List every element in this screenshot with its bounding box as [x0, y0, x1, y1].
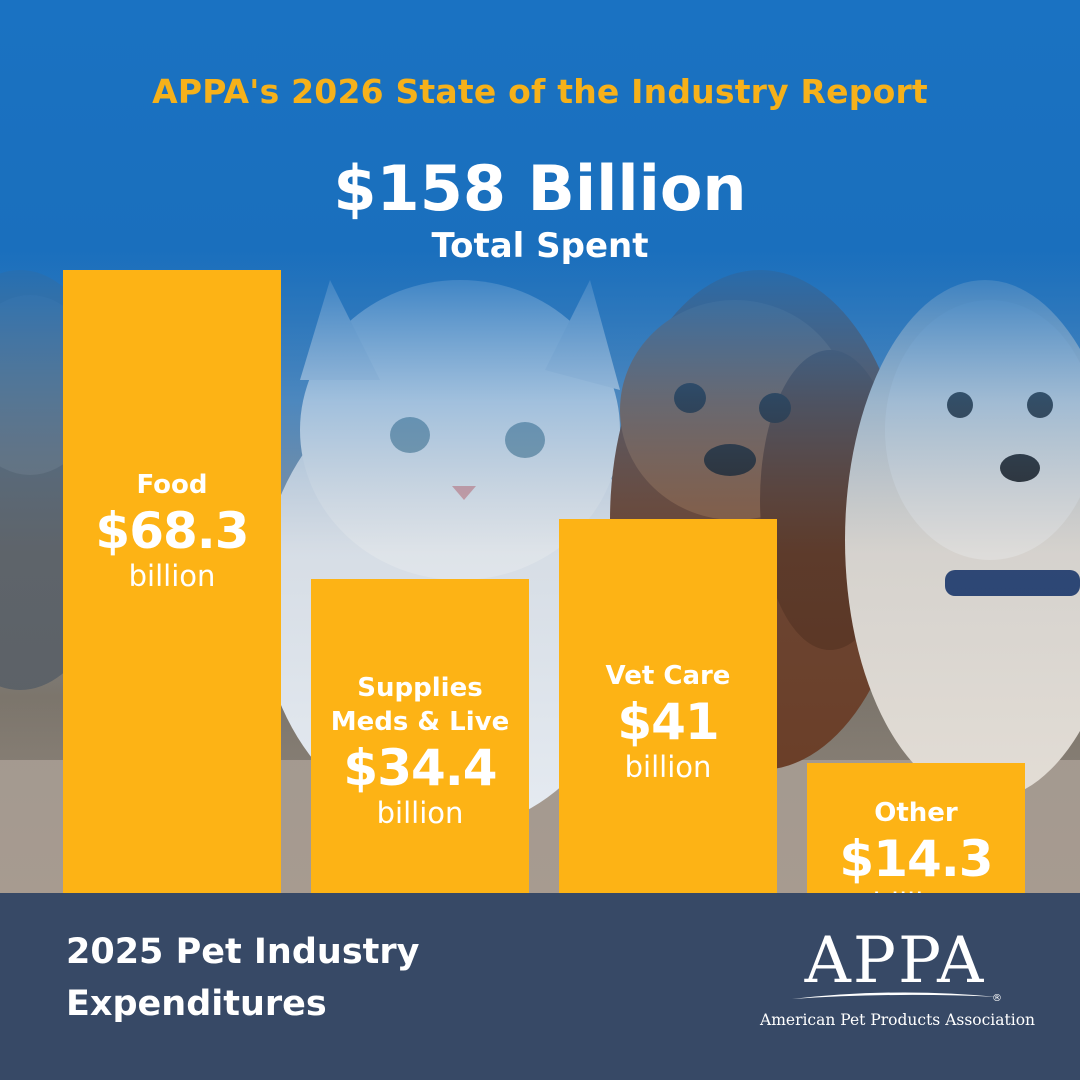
bar-unit-label: billion — [873, 888, 960, 893]
bar-value-label: $41 — [617, 693, 719, 751]
bar-category-label: Other — [874, 796, 958, 830]
appa-logo: APPA ® American Pet Products Association — [760, 921, 1040, 1061]
bar-value-label: $68.3 — [95, 502, 249, 560]
bar-supplies-meds-and-live: Supplies Meds & Live $34.4 billion — [311, 579, 529, 893]
total-label: Total Spent — [431, 226, 649, 266]
footer: 2025 Pet Industry Expenditures APPA ® Am… — [0, 893, 1080, 1080]
chart-title-line-2: Expenditures — [66, 984, 327, 1024]
bar-vet-care: Vet Care $41 billion — [559, 519, 777, 893]
bar-category-line: Food — [136, 470, 208, 500]
bar-unit-label: billion — [376, 796, 464, 830]
bar-value-label: $14.3 — [839, 830, 993, 888]
bar-category-line: Supplies — [357, 673, 483, 703]
bar-category-label: Supplies Meds & Live — [331, 671, 509, 739]
bar-category-line: Vet Care — [605, 661, 731, 691]
bar-category-label: Food — [136, 468, 207, 502]
chart-title: 2025 Pet Industry Expenditures — [66, 926, 506, 1030]
total-value: $158 Billion — [333, 152, 747, 225]
bar-category-line: Meds & Live — [330, 707, 510, 737]
chart-title-line-1: 2025 Pet Industry — [66, 932, 420, 972]
logo-subtitle: American Pet Products Association — [760, 1011, 1036, 1029]
report-title: APPA's 2026 State of the Industry Report — [152, 72, 928, 111]
bar-value-label: $34.4 — [343, 739, 497, 797]
bar-food: Food $68.3 billion — [63, 270, 281, 893]
bar-category-label: Vet Care — [606, 659, 731, 693]
logo-wordmark: APPA — [804, 924, 986, 998]
chart-area: APPA's 2026 State of the Industry Report… — [0, 0, 1080, 893]
bar-unit-label: billion — [624, 750, 712, 784]
bar-unit-label: billion — [128, 559, 216, 593]
logo-swoosh-icon — [792, 992, 998, 999]
bar-category-line: Other — [874, 798, 958, 828]
registered-mark: ® — [992, 993, 1002, 1004]
